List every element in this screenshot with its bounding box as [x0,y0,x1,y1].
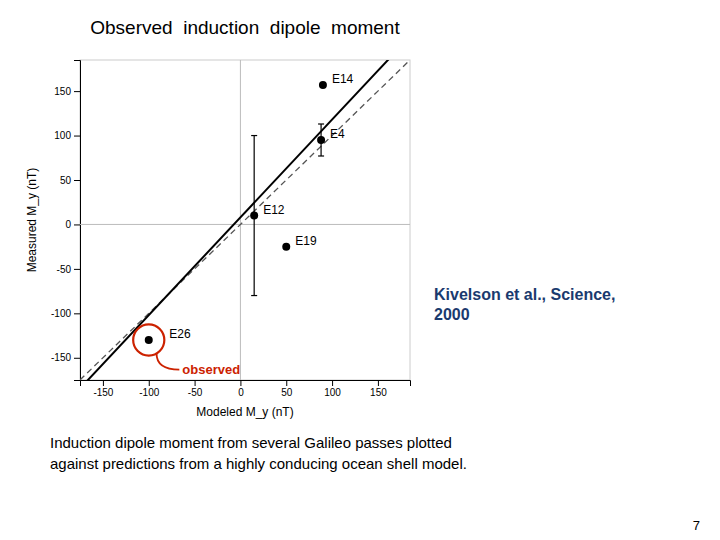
y-tick: -150 [51,352,80,363]
y-tick-label: -100 [51,308,71,319]
x-axis-line [81,381,411,387]
page-number: 7 [693,518,700,533]
reference: Kivelson et al., Science, [434,286,615,303]
y-tick-label: -50 [57,264,72,275]
x-axis-title: Modeled M_y (nT) [196,405,293,419]
x-tick: 100 [324,380,341,398]
x-tick-label: 150 [370,387,387,398]
error-bar-cap [318,155,324,156]
caption: Induction dipole moment from several Gal… [50,434,452,451]
x-tick: 0 [238,380,244,398]
plot-frame [80,60,410,380]
x-tick-mark [103,380,104,386]
identity-line [80,60,410,380]
y-tick: 50 [60,175,80,186]
point [282,243,290,251]
error-bar-cap [318,123,324,124]
y-tick: 0 [65,219,80,230]
y-tick: -50 [57,264,80,275]
x-tick-label: -100 [139,387,159,398]
title: Observed induction dipole moment [90,17,400,38]
y-tick-mark [74,269,80,270]
point [317,136,325,144]
x-axis: -150 -100 -50 0 50 100 150 [81,380,411,398]
x-tick-label: -150 [93,387,113,398]
x-tick-label: 0 [238,387,244,398]
point [319,81,327,89]
x-tick: 150 [370,380,387,398]
y-tick: 100 [54,130,80,141]
x-tick: 50 [281,380,293,398]
y-tick-label: -150 [51,352,71,363]
y-tick: 150 [54,86,80,97]
y-tick-mark [74,91,80,92]
x-tick: -50 [188,380,203,398]
annotation-connector [157,353,180,369]
point-label: E4 [330,127,345,141]
error-bar-cap [251,295,257,296]
y-tick-mark [74,224,80,225]
x-tick: -150 [93,380,113,398]
point-label: E14 [332,72,354,86]
y-tick-label: 100 [54,130,71,141]
point [250,212,258,220]
x-tick-mark [286,380,287,386]
y-tick-mark [74,313,80,314]
x-tick-label: 100 [324,387,341,398]
x-tick-mark [149,380,150,386]
y-tick-label: 0 [65,219,71,230]
y-tick-mark [74,358,80,359]
y-axis-line [74,61,81,381]
y-tick-mark [74,136,80,137]
annotations: observed [133,324,240,377]
x-tick-label: 50 [281,387,293,398]
x-tick-mark [378,380,379,386]
x-tick-label: -50 [188,387,203,398]
plot-area [80,60,410,380]
y-axis-title: Measured M_y (nT) [25,168,39,273]
y-tick: -100 [51,308,80,319]
x-tick-mark [332,380,333,386]
fit-line [80,60,410,380]
x-tick-mark [240,380,241,386]
point [145,336,153,344]
zero-line [80,224,410,225]
point-label: E19 [295,234,317,248]
y-tick-label: 50 [60,175,72,186]
y-tick-mark [74,180,80,181]
caption: against predictions from a highly conduc… [50,455,467,472]
chart: -150 -100 -50 0 50 100 150 -150 -100 -50 0 50 100 150… [0,0,720,540]
point-label: E26 [169,327,191,341]
error-bar-cap [251,135,257,136]
x-tick: -100 [139,380,159,398]
zero-line [240,60,241,380]
y-tick-label: 150 [54,86,71,97]
x-tick-mark [195,380,196,386]
reference: 2000 [434,306,470,323]
point-label: E12 [263,203,285,217]
annotation-circle [133,324,164,355]
y-axis: -150 -100 -50 0 50 100 150 [51,61,81,381]
annotation-text: observed [182,362,240,377]
error-bar [318,124,324,156]
